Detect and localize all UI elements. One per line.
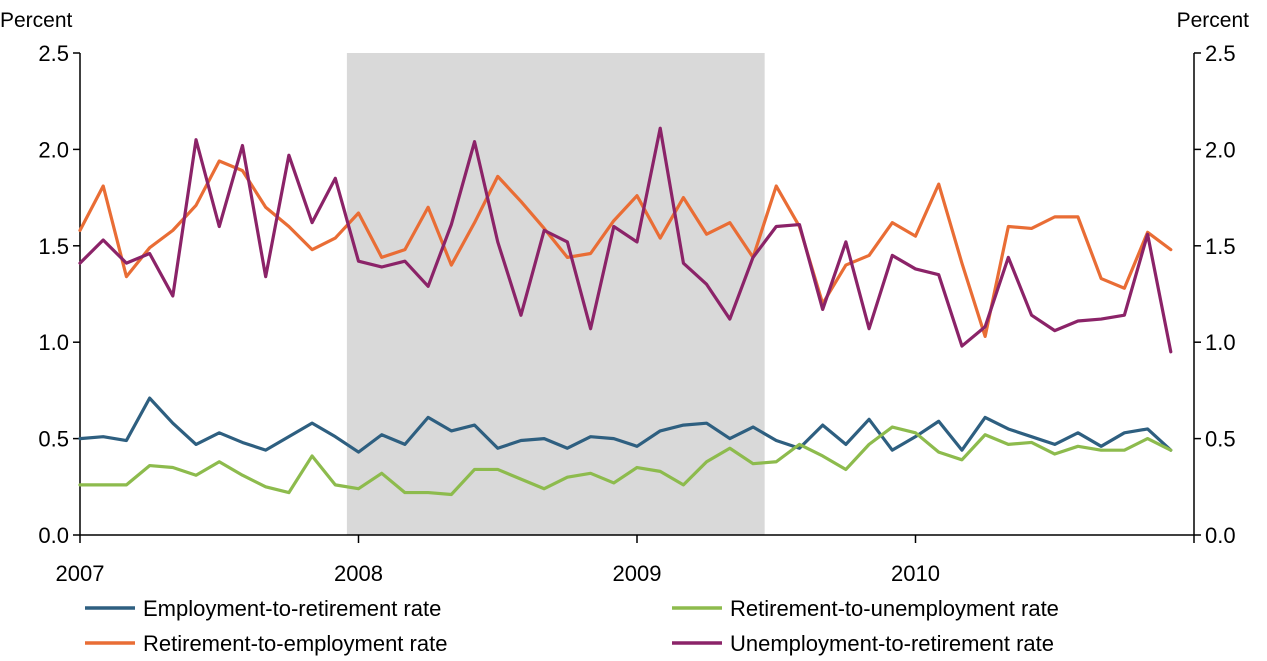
right-axis-unit-label: Percent xyxy=(1177,9,1250,32)
employment-to-retirement-rate-line xyxy=(78,396,1173,454)
left-y-tick-label: 2.5 xyxy=(38,41,69,66)
labels-layer: Percent Percent xyxy=(0,9,1249,32)
right-y-tick-label: 1.5 xyxy=(1205,234,1236,259)
axes-layer: 0.0 0.0 0.5 0.5 1.0 1.0 1.5 1.5 2.0 2.0 2.5 2.5 2007… xyxy=(38,41,1235,586)
x-tick-label: 2007 xyxy=(56,561,105,586)
legend-item: Retirement-to-employment rate xyxy=(85,631,447,656)
x-tick-label: 2010 xyxy=(891,561,940,586)
x-tick-label: 2008 xyxy=(334,561,383,586)
left-y-tick-label: 1.0 xyxy=(38,330,69,355)
left-y-tick-label: 0.0 xyxy=(38,523,69,548)
legend-label: Employment-to-retirement rate xyxy=(143,596,441,621)
legend-item: Retirement-to-unemployment rate xyxy=(672,596,1059,621)
left-y-tick-label: 2.0 xyxy=(38,137,69,162)
legend-label: Retirement-to-unemployment rate xyxy=(730,596,1059,621)
legend-item: Employment-to-retirement rate xyxy=(85,596,441,621)
right-y-tick-label: 2.5 xyxy=(1205,41,1236,66)
legend-label: Unemployment-to-retirement rate xyxy=(730,631,1054,656)
legend-item: Unemployment-to-retirement rate xyxy=(672,631,1054,656)
recession-shading xyxy=(346,53,765,535)
left-axis-unit-label: Percent xyxy=(0,9,73,32)
series-layer xyxy=(78,126,1173,497)
right-y-tick-label: 2.0 xyxy=(1205,137,1236,162)
x-tick-label: 2009 xyxy=(613,561,662,586)
legend-label: Retirement-to-employment rate xyxy=(143,631,447,656)
retirement-to-unemployment-rate-line xyxy=(78,425,1173,497)
legend: Employment-to-retirement rate Retirement-… xyxy=(85,596,1059,656)
unemployment-to-retirement-rate-line xyxy=(78,126,1173,354)
right-y-tick-label: 0.5 xyxy=(1205,427,1236,452)
left-y-tick-label: 0.5 xyxy=(38,427,69,452)
right-y-tick-label: 1.0 xyxy=(1205,330,1236,355)
left-y-tick-label: 1.5 xyxy=(38,234,69,259)
recession-shading-layer xyxy=(346,53,765,535)
right-y-tick-label: 0.0 xyxy=(1205,523,1236,548)
